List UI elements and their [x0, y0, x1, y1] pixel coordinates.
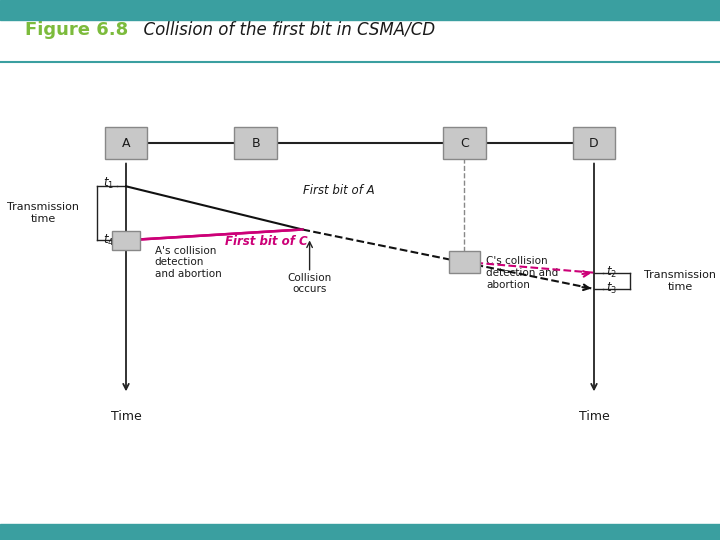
Text: C's collision
detection and
abortion: C's collision detection and abortion — [486, 256, 558, 289]
Text: Collision of the first bit in CSMA/CD: Collision of the first bit in CSMA/CD — [133, 21, 436, 39]
Text: $t_3$: $t_3$ — [606, 281, 616, 296]
Text: $t_1$: $t_1$ — [104, 176, 114, 191]
Text: Time: Time — [579, 410, 609, 423]
Text: C: C — [460, 137, 469, 150]
Text: $t_4$: $t_4$ — [103, 233, 114, 248]
Text: First bit of C: First bit of C — [225, 235, 307, 248]
Text: A: A — [122, 137, 130, 150]
FancyBboxPatch shape — [449, 251, 480, 273]
Text: Collision
occurs: Collision occurs — [287, 273, 332, 294]
Text: A's collision
detection
and abortion: A's collision detection and abortion — [155, 246, 222, 279]
FancyBboxPatch shape — [105, 127, 147, 159]
Text: D: D — [589, 137, 599, 150]
Text: $t_2$: $t_2$ — [606, 265, 616, 280]
FancyBboxPatch shape — [444, 127, 486, 159]
Text: Transmission
time: Transmission time — [7, 202, 79, 224]
Text: Transmission
time: Transmission time — [644, 270, 716, 292]
Text: B: B — [251, 137, 260, 150]
Text: Time: Time — [111, 410, 141, 423]
Text: Figure 6.8: Figure 6.8 — [25, 21, 128, 39]
FancyBboxPatch shape — [234, 127, 276, 159]
Text: 24: 24 — [685, 515, 702, 529]
FancyBboxPatch shape — [573, 127, 615, 159]
FancyBboxPatch shape — [112, 231, 140, 250]
Text: First bit of A: First bit of A — [302, 184, 374, 197]
